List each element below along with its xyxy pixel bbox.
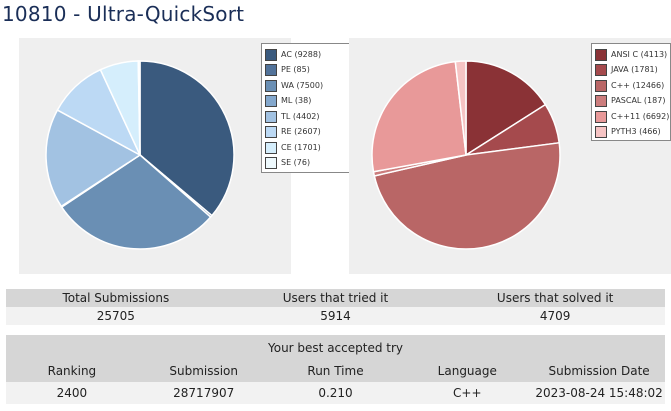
status-legend-label: SE (76) bbox=[281, 158, 311, 168]
status-legend-swatch bbox=[265, 95, 277, 108]
users-solved-header: Users that solved it bbox=[445, 289, 665, 307]
users-tried-header: Users that tried it bbox=[225, 289, 446, 307]
language-legend-swatch bbox=[595, 64, 607, 77]
status-legend-item: PE (85) bbox=[265, 63, 350, 79]
language-chart-legend: ANSI C (4113) JAVA (1781) C++ (12466) PASCA… bbox=[591, 43, 671, 141]
language-legend-swatch bbox=[595, 95, 607, 108]
status-legend-item: ML (38) bbox=[265, 94, 350, 110]
language-legend-item: ANSI C (4113) bbox=[595, 47, 668, 63]
ranking-value: 2400 bbox=[6, 382, 138, 404]
language-slice-c bbox=[373, 141, 561, 250]
total-submissions-value: 25705 bbox=[6, 307, 226, 325]
language-legend-label: PASCAL (187) bbox=[611, 96, 666, 106]
status-slice-wa bbox=[60, 154, 212, 250]
language-slice-pyth3 bbox=[454, 60, 467, 156]
language-legend-label: C++11 (6692) bbox=[611, 111, 670, 121]
language-legend-label: ANSI C (4113) bbox=[611, 49, 668, 59]
run-time-value: 0.210 bbox=[269, 382, 402, 404]
language-legend-label: C++ (12466) bbox=[611, 80, 665, 90]
users-solved-value: 4709 bbox=[445, 307, 665, 325]
language-legend-label: JAVA (1781) bbox=[611, 65, 658, 75]
status-legend-item: TL (4402) bbox=[265, 109, 350, 125]
language-legend-swatch bbox=[595, 79, 607, 92]
language-pie-chart bbox=[371, 60, 561, 250]
best-try-caption: Your best accepted try bbox=[6, 335, 665, 359]
status-legend-swatch bbox=[265, 79, 277, 92]
status-slice-tl bbox=[45, 109, 142, 208]
status-legend-swatch bbox=[265, 141, 277, 154]
language-legend-item: PASCAL (187) bbox=[595, 94, 666, 110]
submission-header: Submission bbox=[137, 359, 270, 382]
language-slice-ansi-c bbox=[465, 60, 547, 157]
status-legend-swatch bbox=[265, 157, 277, 170]
language-header: Language bbox=[401, 359, 534, 382]
language-legend-item: JAVA (1781) bbox=[595, 63, 666, 79]
status-pie-chart bbox=[45, 60, 235, 250]
status-legend-swatch bbox=[265, 64, 277, 77]
page-title: 10810 - Ultra-QuickSort bbox=[2, 2, 245, 26]
language-legend-swatch bbox=[595, 48, 607, 61]
language-legend-label: PYTH3 (466) bbox=[611, 127, 661, 137]
run-time-header: Run Time bbox=[269, 359, 402, 382]
submission-date-header: Submission Date bbox=[533, 359, 665, 382]
language-slice-c-11 bbox=[371, 60, 467, 173]
language-legend-swatch bbox=[595, 126, 607, 139]
status-legend-label: WA (7500) bbox=[281, 80, 324, 90]
status-legend-label: AC (9288) bbox=[281, 49, 322, 59]
users-tried-value: 5914 bbox=[225, 307, 446, 325]
status-slice-se bbox=[137, 60, 141, 156]
status-slice-ac bbox=[139, 60, 235, 217]
submission-summary-table: Total Submissions Users that tried it Us… bbox=[6, 289, 665, 325]
submission-id-link[interactable]: 28717907 bbox=[137, 382, 270, 404]
status-chart-panel: AC (9288) PE (85) WA (7500) ML (38) TL (4402… bbox=[19, 38, 355, 274]
status-legend-item: AC (9288) bbox=[265, 47, 350, 63]
language-legend-item: C++ (12466) bbox=[595, 78, 666, 94]
status-legend-item: RE (2607) bbox=[265, 125, 350, 141]
status-legend-item: CE (1701) bbox=[265, 140, 350, 156]
language-value: C++ bbox=[401, 382, 534, 404]
best-accepted-try-table: Your best accepted try Ranking Submissio… bbox=[6, 335, 665, 404]
status-legend-item: SE (76) bbox=[265, 156, 350, 172]
status-legend-label: CE (1701) bbox=[281, 142, 321, 152]
status-legend-label: TL (4402) bbox=[281, 111, 320, 121]
status-legend-swatch bbox=[265, 126, 277, 139]
status-legend-label: ML (38) bbox=[281, 96, 312, 106]
submission-date-value: 2023-08-24 15:48:02 bbox=[533, 382, 665, 404]
status-chart-legend: AC (9288) PE (85) WA (7500) ML (38) TL (4402… bbox=[261, 43, 355, 173]
status-legend-swatch bbox=[265, 110, 277, 123]
language-legend-item: PYTH3 (466) bbox=[595, 125, 666, 141]
language-legend-item: C++11 (6692) bbox=[595, 109, 670, 125]
status-legend-item: WA (7500) bbox=[265, 78, 350, 94]
status-legend-label: PE (85) bbox=[281, 65, 310, 75]
total-submissions-header: Total Submissions bbox=[6, 289, 226, 307]
status-legend-swatch bbox=[265, 48, 277, 61]
language-legend-swatch bbox=[595, 110, 607, 123]
language-chart-panel: ANSI C (4113) JAVA (1781) C++ (12466) PASCA… bbox=[349, 38, 671, 274]
status-legend-label: RE (2607) bbox=[281, 127, 321, 137]
ranking-header: Ranking bbox=[6, 359, 138, 382]
